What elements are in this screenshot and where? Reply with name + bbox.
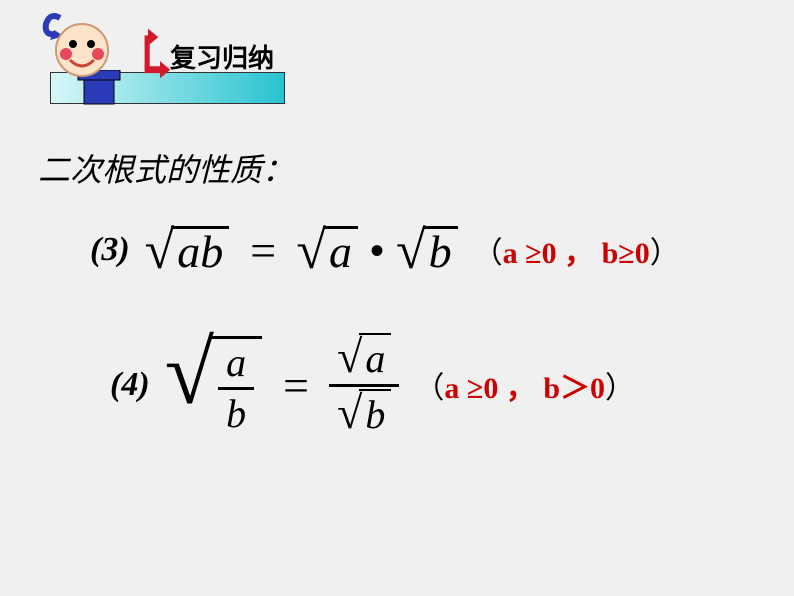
formula-index: (4): [110, 366, 150, 404]
radicand: ab: [171, 226, 229, 275]
radicand: b: [423, 226, 458, 275]
paren-close: ）: [605, 372, 635, 405]
sqrt-a: √ a: [296, 226, 358, 275]
condition: （a ≥0 ， b＞0）: [414, 363, 635, 407]
equals-sign: =: [280, 359, 311, 412]
condition: （a ≥0 ， b≥0）: [473, 228, 680, 272]
paren-close: ）: [650, 237, 680, 270]
radical-icon: √: [296, 226, 326, 275]
paren-open: （: [473, 237, 503, 270]
dot-operator: •: [370, 227, 384, 274]
banner-label: 复习归纳: [170, 38, 274, 75]
radical-icon: √: [396, 226, 426, 275]
radicand: a: [359, 333, 391, 382]
radical-icon: √: [145, 226, 175, 275]
subtitle: 二次根式的性质：: [38, 145, 294, 191]
numerator: √ a: [329, 331, 399, 384]
cond-b: b≥0: [594, 237, 650, 270]
cond-a: a ≥0 ，: [503, 237, 594, 270]
formula-3: (3) √ ab = √ a • √ b （a ≥0 ， b≥0）: [90, 210, 680, 290]
equals-sign: =: [247, 224, 278, 277]
radical-icon: √: [165, 336, 214, 413]
paren-open: （: [414, 372, 444, 405]
cond-b: b＞0: [536, 372, 605, 405]
denominator: b: [218, 387, 254, 434]
numerator: a: [218, 343, 254, 387]
radicand: b: [359, 389, 391, 438]
denominator: √ b: [329, 384, 399, 440]
radicand-frac: a b: [210, 336, 262, 434]
header: 复习归纳: [40, 10, 300, 110]
sqrt-ab: √ ab: [145, 226, 230, 275]
radicand: a: [323, 226, 358, 275]
fraction: a b: [218, 343, 254, 434]
formula-index: (3): [90, 231, 130, 269]
fraction-of-sqrts: √ a √ b: [329, 331, 399, 440]
formula-4: (4) √ a b = √ a √ b （a ≥0 ， b＞0）: [110, 325, 635, 445]
sqrt-b: √ b: [396, 226, 458, 275]
sqrt-frac: √ a b: [165, 336, 262, 434]
cond-a: a ≥0 ，: [444, 372, 535, 405]
face-icon: [40, 10, 120, 90]
